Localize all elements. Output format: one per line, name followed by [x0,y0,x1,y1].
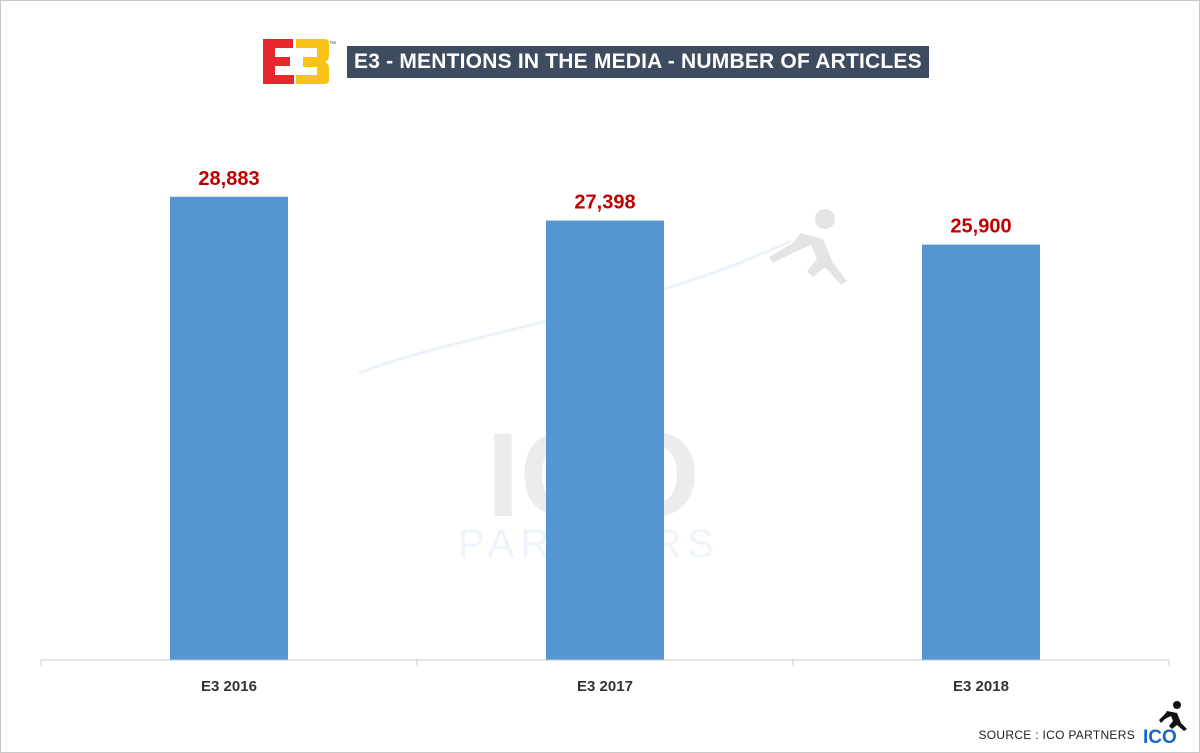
value-label: 25,900 [950,216,1011,238]
value-labels-group: 28,883 27,398 25,900 [198,168,1011,238]
value-label: 28,883 [198,168,259,190]
bar-e3-2018 [922,244,1040,660]
bar-e3-2016 [170,196,288,661]
category-label: E3 2017 [577,678,633,695]
category-label: E3 2018 [953,678,1009,695]
ico-brand-text: ICO [1143,727,1177,747]
value-label: 27,398 [574,192,635,214]
e3-logo-letter-e [263,39,294,84]
watermark-runner-icon [769,209,847,285]
e3-logo-tm: ™ [329,41,336,48]
runner-icon [1159,701,1187,731]
chart-title: E3 - MENTIONS IN THE MEDIA - NUMBER OF A… [347,46,929,78]
x-axis [40,659,1170,666]
source-note: SOURCE : ICO PARTNERS [978,728,1135,742]
bars-group [170,196,1040,661]
category-label: E3 2016 [201,678,257,695]
e3-logo: E3 ™ [263,39,336,84]
category-labels-group: E3 2016 E3 2017 E3 2018 [201,678,1009,695]
ico-brand-logo: ICO [1143,701,1187,747]
e3-logo-digit-3 [296,39,329,84]
bar-e3-2017 [546,220,664,660]
